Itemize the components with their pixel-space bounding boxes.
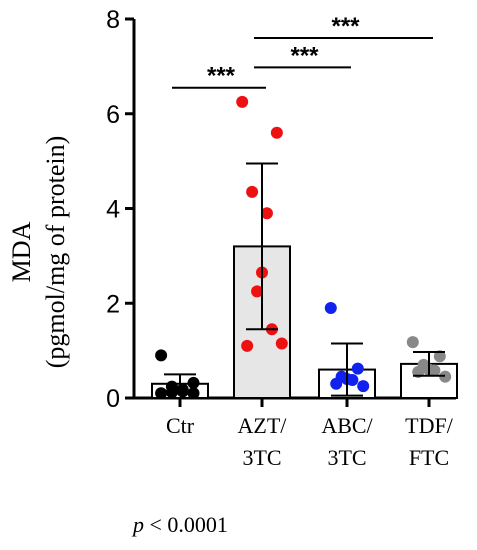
- p-value-text: < 0.0001: [144, 512, 228, 537]
- y-axis-title: MDA (pgmol/mg of protein): [7, 136, 70, 369]
- x-label-1-line2: 3TC: [242, 445, 281, 470]
- significance-label-2: ***: [331, 13, 360, 40]
- data-point-3-6: [439, 370, 452, 383]
- data-point-0-4: [176, 385, 189, 398]
- data-point-1-7: [241, 339, 254, 352]
- data-point-1-1: [270, 126, 283, 139]
- data-point-1-2: [246, 185, 259, 198]
- y-tick-label-0: 0: [106, 385, 120, 413]
- data-point-3-1: [433, 350, 446, 363]
- data-point-3-0: [406, 336, 419, 349]
- y-tick-label-8: 8: [106, 6, 120, 34]
- y-tick-label-2: 2: [106, 290, 120, 318]
- y-tick-label-4: 4: [106, 196, 120, 224]
- data-point-1-8: [275, 337, 288, 350]
- data-point-1-0: [236, 95, 249, 108]
- significance-label-1: ***: [290, 42, 319, 69]
- significance-label-0: ***: [207, 63, 236, 90]
- data-point-2-6: [357, 380, 370, 393]
- data-point-3-4: [428, 364, 441, 377]
- x-label-2-line2: 3TC: [327, 445, 366, 470]
- y-tick-label-6: 6: [106, 101, 120, 129]
- data-point-2-4: [346, 373, 359, 386]
- p-value-note: p < 0.0001: [133, 512, 228, 538]
- y-axis-title-line2: (pgmol/mg of protein): [41, 136, 70, 369]
- data-point-0-7: [155, 387, 168, 400]
- x-label-3-line1: TDF/: [405, 413, 454, 438]
- x-label-2-line1: ABC/: [321, 413, 373, 438]
- x-label-1-line1: AZT/: [238, 413, 288, 438]
- plot-area: 0 2 4 6 8 Ctr AZT/3TC ABC/3TC TDF/FTC *** *** ***: [106, 6, 458, 470]
- p-value-symbol: p: [133, 512, 144, 537]
- data-point-2-0: [324, 301, 337, 314]
- data-point-2-1: [351, 362, 364, 375]
- x-label-3-line2: FTC: [409, 445, 449, 470]
- y-axis-title-line1: MDA: [7, 221, 36, 282]
- data-point-1-5: [251, 285, 264, 298]
- x-label-0-line1: Ctr: [166, 413, 195, 438]
- data-point-2-5: [330, 377, 343, 390]
- data-point-0-0: [155, 349, 168, 362]
- data-point-0-1: [187, 376, 200, 389]
- data-point-1-3: [260, 207, 273, 220]
